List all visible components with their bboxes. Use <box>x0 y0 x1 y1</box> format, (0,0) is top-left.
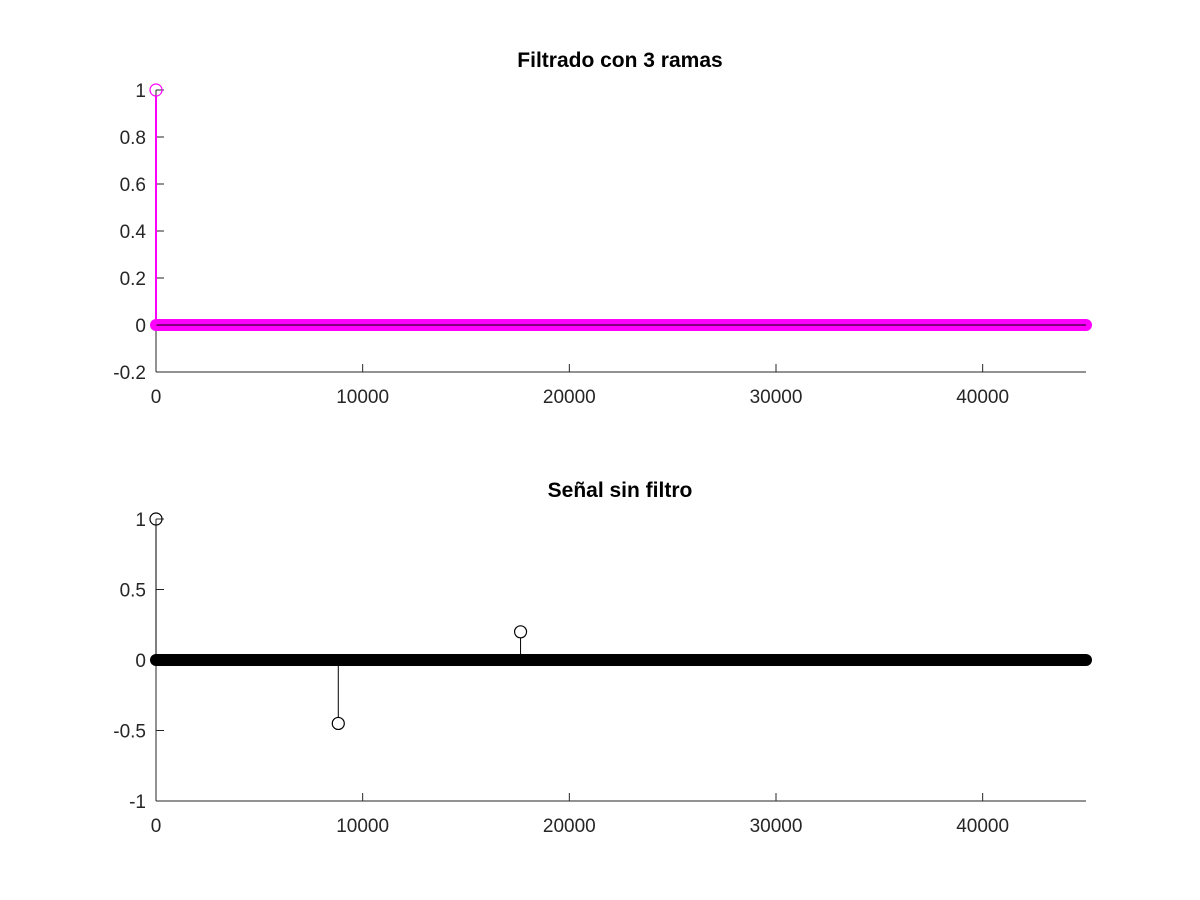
x-tick-label: 40000 <box>956 816 1009 837</box>
y-tick-label: 0.4 <box>120 222 147 243</box>
y-tick-label: -0.5 <box>113 722 146 743</box>
x-tick-label: 40000 <box>956 387 1009 408</box>
y-tick-label: 0.2 <box>120 269 146 290</box>
y-tick-label: -1 <box>129 792 146 813</box>
x-tick-label: 30000 <box>750 387 803 408</box>
x-tick-label: 20000 <box>543 816 596 837</box>
y-tick-label: 0 <box>135 316 146 337</box>
unfiltered-signal-plot: Señal sin filtro -1 -0.5 0 0.5 1 0 10000 20000 3… <box>113 479 1092 837</box>
x-tick-label: 0 <box>151 816 162 837</box>
plot-title: Filtrado con 3 ramas <box>517 49 722 72</box>
stem-marker <box>513 625 528 639</box>
y-tick-label: 0 <box>135 651 146 672</box>
x-tick-label: 10000 <box>336 816 389 837</box>
x-tick-label: 0 <box>151 387 162 408</box>
y-tick-label: 0.8 <box>120 128 146 149</box>
x-tick-label: 20000 <box>543 387 596 408</box>
filtered-signal-plot: Filtrado con 3 ramas -0.200.20.40.60.810… <box>113 49 1092 408</box>
stem-marker <box>149 512 163 526</box>
y-tick-label: 1 <box>135 81 146 102</box>
y-tick-label: 0.5 <box>120 581 146 602</box>
stem-marker <box>331 716 345 731</box>
plot-title: Señal sin filtro <box>548 479 693 502</box>
x-tick-label: 10000 <box>336 387 389 408</box>
y-tick-label: -0.2 <box>113 363 146 384</box>
y-tick-label: 0.6 <box>120 175 146 196</box>
stem-marker <box>149 83 163 97</box>
x-tick-label: 30000 <box>750 816 803 837</box>
y-tick-label: 1 <box>135 510 146 531</box>
